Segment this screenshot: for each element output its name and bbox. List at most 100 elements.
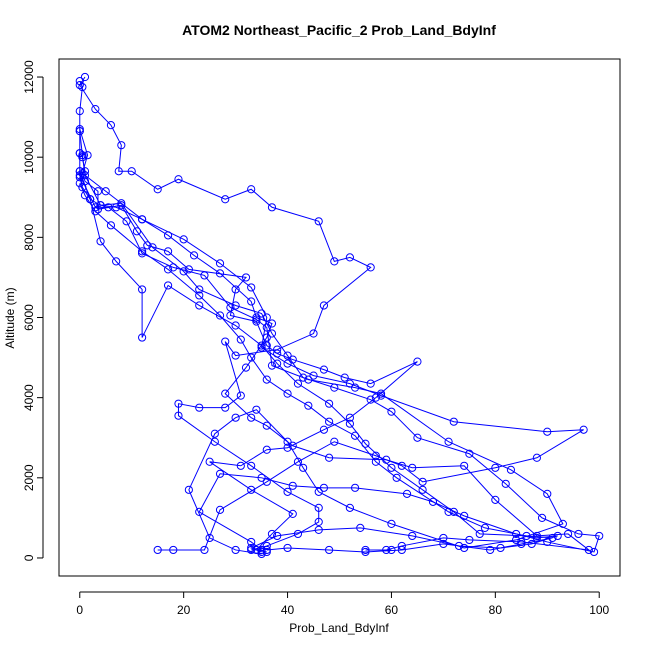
- data-point: [104, 203, 113, 212]
- data-point: [262, 547, 271, 557]
- data-point: [330, 437, 339, 446]
- data-point: [392, 473, 401, 482]
- data-point: [325, 453, 334, 462]
- data-point: [257, 549, 266, 559]
- data-point: [138, 215, 147, 224]
- data-point: [361, 545, 370, 555]
- data-point: [257, 343, 266, 352]
- series-line: [79, 128, 418, 553]
- data-point: [293, 379, 303, 388]
- data-point: [501, 479, 510, 488]
- data-point: [257, 473, 266, 482]
- data-point: [532, 533, 541, 543]
- data-point: [221, 403, 230, 412]
- data-point: [283, 543, 292, 553]
- data-point: [221, 337, 230, 346]
- data-point: [387, 407, 396, 416]
- data-point: [91, 105, 100, 114]
- data-point: [117, 201, 126, 210]
- data-point: [236, 461, 245, 470]
- data-point: [267, 361, 277, 370]
- x-tick-label: 0: [76, 603, 83, 617]
- data-point: [444, 437, 453, 446]
- data-point: [114, 167, 123, 176]
- data-point: [247, 353, 256, 362]
- data-point: [138, 285, 147, 294]
- data-point: [153, 545, 162, 555]
- series-line: [79, 170, 591, 551]
- data-point: [345, 253, 354, 262]
- data-point: [361, 439, 370, 448]
- data-point: [86, 195, 95, 204]
- data-point: [210, 429, 219, 438]
- data-point: [325, 417, 334, 426]
- x-axis: 0 20 40 60 80 100: [76, 591, 610, 617]
- data-point: [345, 503, 354, 512]
- data-point: [205, 533, 214, 543]
- data-point: [169, 545, 178, 555]
- data-point: [345, 413, 354, 422]
- data-point: [262, 341, 271, 350]
- data-point: [236, 391, 245, 400]
- data-point: [314, 487, 323, 496]
- y-tick-label: 6000: [22, 304, 36, 331]
- data-point: [460, 543, 469, 553]
- data-point: [418, 477, 427, 486]
- series-line: [79, 80, 584, 551]
- data-point: [413, 357, 422, 366]
- series-4: [75, 127, 604, 557]
- data-point: [247, 545, 256, 555]
- data-point: [78, 151, 87, 160]
- data-point: [350, 383, 360, 392]
- data-point: [480, 523, 490, 533]
- data-point: [101, 187, 110, 196]
- data-point: [174, 399, 183, 408]
- data-point: [439, 539, 448, 549]
- data-point: [325, 545, 334, 555]
- data-point: [486, 545, 495, 555]
- data-point: [595, 531, 604, 541]
- series-5: [75, 167, 593, 555]
- data-point: [163, 247, 173, 256]
- series-line: [79, 171, 553, 553]
- data-point: [267, 319, 277, 328]
- data-point: [122, 217, 131, 226]
- data-point: [449, 507, 458, 516]
- data-point: [106, 221, 116, 230]
- data-point: [195, 507, 204, 516]
- data-point: [460, 511, 469, 520]
- data-point: [319, 425, 329, 434]
- data-point: [366, 395, 375, 404]
- data-point: [350, 483, 360, 492]
- data-point: [283, 389, 292, 398]
- data-point: [304, 375, 313, 384]
- data-point: [288, 481, 297, 490]
- data-point: [299, 463, 308, 472]
- data-point: [231, 351, 240, 360]
- data-point: [231, 301, 240, 310]
- data-point: [252, 405, 261, 414]
- x-tick-label: 80: [489, 603, 503, 617]
- data-point: [574, 529, 583, 539]
- data-point: [195, 285, 204, 294]
- data-point: [247, 297, 256, 306]
- data-point: [231, 545, 240, 555]
- data-point: [247, 283, 256, 292]
- series-layer: [75, 72, 604, 559]
- data-point: [83, 151, 92, 160]
- data-point: [408, 463, 417, 472]
- data-point: [215, 269, 225, 278]
- data-point: [512, 529, 521, 539]
- series-2: [75, 72, 375, 555]
- y-tick-label: 12000: [22, 60, 36, 94]
- data-point: [247, 543, 256, 553]
- data-point: [584, 545, 593, 555]
- data-point: [195, 301, 204, 310]
- data-point: [75, 167, 84, 176]
- data-point: [247, 185, 256, 194]
- data-point: [148, 243, 157, 252]
- data-point: [267, 203, 277, 212]
- x-axis-label: Prob_Land_BdyInf: [289, 621, 389, 635]
- data-point: [543, 489, 552, 498]
- data-point: [449, 417, 458, 426]
